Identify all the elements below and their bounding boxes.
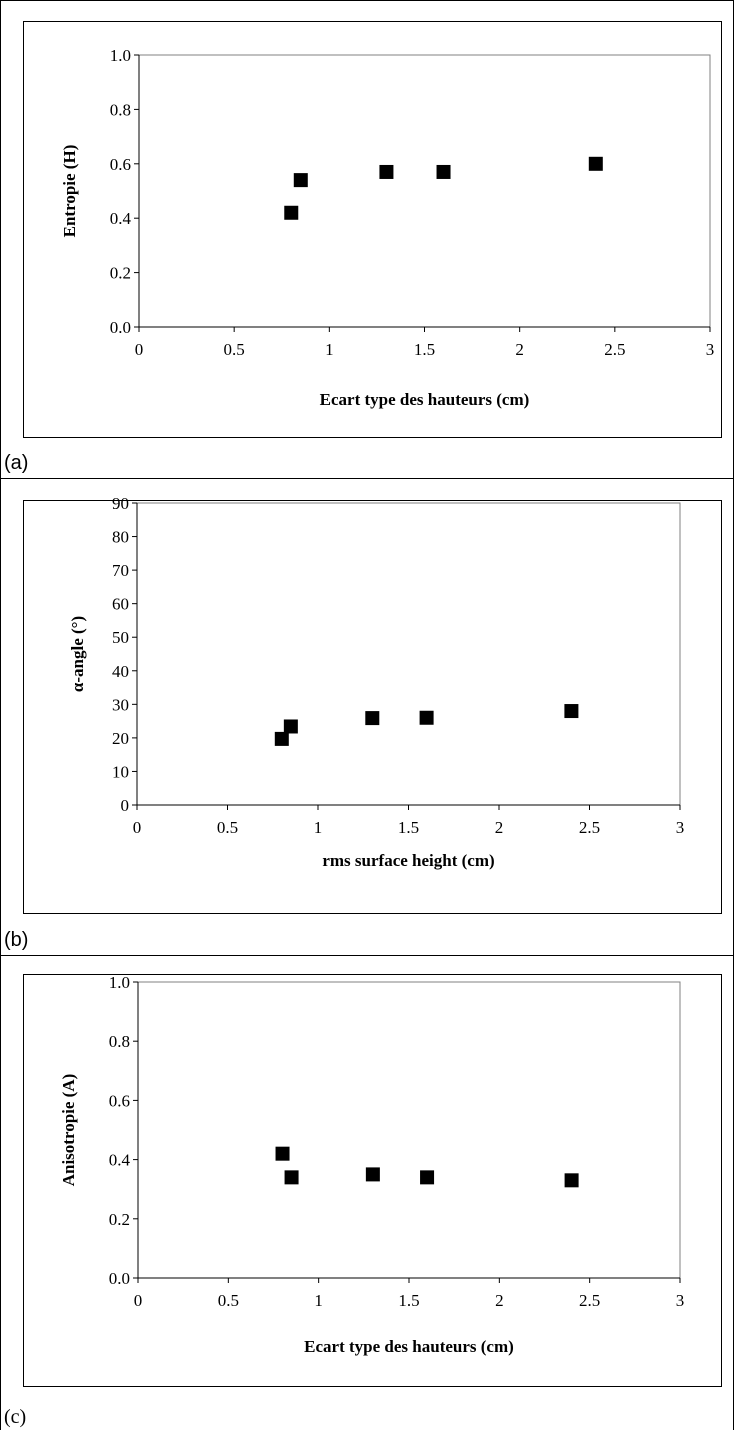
data-point	[365, 1167, 380, 1182]
chart-frame	[23, 974, 722, 1387]
data-point	[379, 164, 394, 179]
chart-b-svg: 0 10 20 30 40 50 60 70 80 90 0 0.5 1 1.5 2 2.5 3 rms surf…	[68, 494, 685, 870]
y-tick-label: 0.0	[109, 1269, 130, 1288]
y-tick-label: 0.4	[110, 209, 132, 228]
x-tick-label: 1.5	[414, 340, 435, 359]
y-tick-label: 20	[112, 729, 129, 748]
panel-a: 0.0 0.2 0.4 0.6 0.8 1.0 0 0.5 1 1.5 2 2.5 3 Ecart typ…	[0, 0, 734, 478]
data-point	[275, 1146, 290, 1161]
data-point	[284, 205, 299, 220]
x-tick-label: 1	[314, 1291, 323, 1310]
y-tick-label: 10	[112, 762, 129, 781]
y-tick-label: 60	[112, 595, 129, 614]
x-tick-label: 1.5	[398, 1291, 419, 1310]
panel-label: (a)	[4, 452, 29, 474]
x-tick-label: 1.5	[398, 818, 419, 837]
panel-b: 0 10 20 30 40 50 60 70 80 90 0 0.5 1 1.5 2 2.5 3 rms surf…	[0, 478, 734, 955]
y-tick-label: 80	[112, 528, 129, 547]
y-tick-label: 0.8	[110, 100, 131, 119]
chart-c-svg: 0.0 0.2 0.4 0.6 0.8 1.0 0 0.5 1 1.5 2 2.5 3 Ecart typ…	[59, 973, 685, 1356]
data-point	[588, 156, 603, 171]
x-tick-label: 2	[515, 340, 524, 359]
y-tick-label: 0.2	[110, 264, 131, 283]
x-tick-label: 1	[314, 818, 323, 837]
data-point	[420, 1170, 435, 1185]
data-point	[283, 719, 298, 734]
x-tick-label: 2	[495, 818, 504, 837]
x-tick-label: 1	[325, 340, 334, 359]
x-tick-label: 0	[134, 1291, 143, 1310]
chart-frame	[23, 21, 722, 438]
data-point	[284, 1170, 299, 1185]
x-tick-label: 0	[135, 340, 144, 359]
data-point	[436, 164, 451, 179]
x-tick-label: 0.5	[217, 818, 238, 837]
x-tick-label: 3	[676, 1291, 685, 1310]
y-tick-label: 1.0	[110, 46, 131, 65]
data-point	[419, 710, 434, 725]
y-tick-label: 0.6	[109, 1091, 130, 1110]
y-tick-label: 50	[112, 628, 129, 647]
data-point	[293, 173, 308, 188]
y-tick-label: 0	[121, 796, 130, 815]
y-tick-label: 0.8	[109, 1032, 130, 1051]
y-tick-label: 40	[112, 662, 129, 681]
chart-frame	[23, 500, 722, 914]
plot-area	[137, 981, 681, 1279]
panel-label: (c)	[4, 1406, 27, 1428]
data-point	[274, 731, 289, 746]
panel-label: (b)	[4, 929, 29, 951]
x-tick-label: 0	[133, 818, 142, 837]
x-axis-label: Ecart type des hauteurs (cm)	[320, 390, 530, 409]
x-axis-label: rms surface height (cm)	[322, 851, 494, 870]
x-tick-label: 2.5	[579, 1291, 600, 1310]
y-axis-label: Entropie (H)	[60, 145, 79, 238]
y-axis-label: α-angle (°)	[68, 616, 87, 692]
plot-area	[138, 54, 711, 328]
x-tick-label: 3	[706, 340, 715, 359]
y-tick-label: 90	[112, 494, 129, 513]
y-tick-label: 0.6	[110, 155, 131, 174]
x-tick-label: 3	[676, 818, 685, 837]
y-tick-label: 70	[112, 561, 129, 580]
x-tick-label: 0.5	[218, 1291, 239, 1310]
x-tick-label: 2.5	[604, 340, 625, 359]
x-tick-label: 0.5	[224, 340, 245, 359]
chart-a-svg: 0.0 0.2 0.4 0.6 0.8 1.0 0 0.5 1 1.5 2 2.5 3 Ecart typ…	[60, 46, 715, 409]
x-axis-label: Ecart type des hauteurs (cm)	[304, 1337, 514, 1356]
y-axis-label: Anisotropie (A)	[59, 1074, 78, 1187]
data-point	[564, 1173, 579, 1188]
x-tick-label: 2	[495, 1291, 504, 1310]
y-tick-label: 0.4	[109, 1151, 131, 1170]
data-point	[564, 704, 579, 719]
x-tick-label: 2.5	[579, 818, 600, 837]
data-point	[365, 711, 380, 726]
plot-area	[136, 502, 681, 806]
y-tick-label: 1.0	[109, 973, 130, 992]
y-tick-label: 0.0	[110, 318, 131, 337]
y-tick-label: 30	[112, 695, 129, 714]
panel-c: 0.0 0.2 0.4 0.6 0.8 1.0 0 0.5 1 1.5 2 2.5 3 Ecart typ…	[0, 955, 734, 1430]
y-tick-label: 0.2	[109, 1210, 130, 1229]
